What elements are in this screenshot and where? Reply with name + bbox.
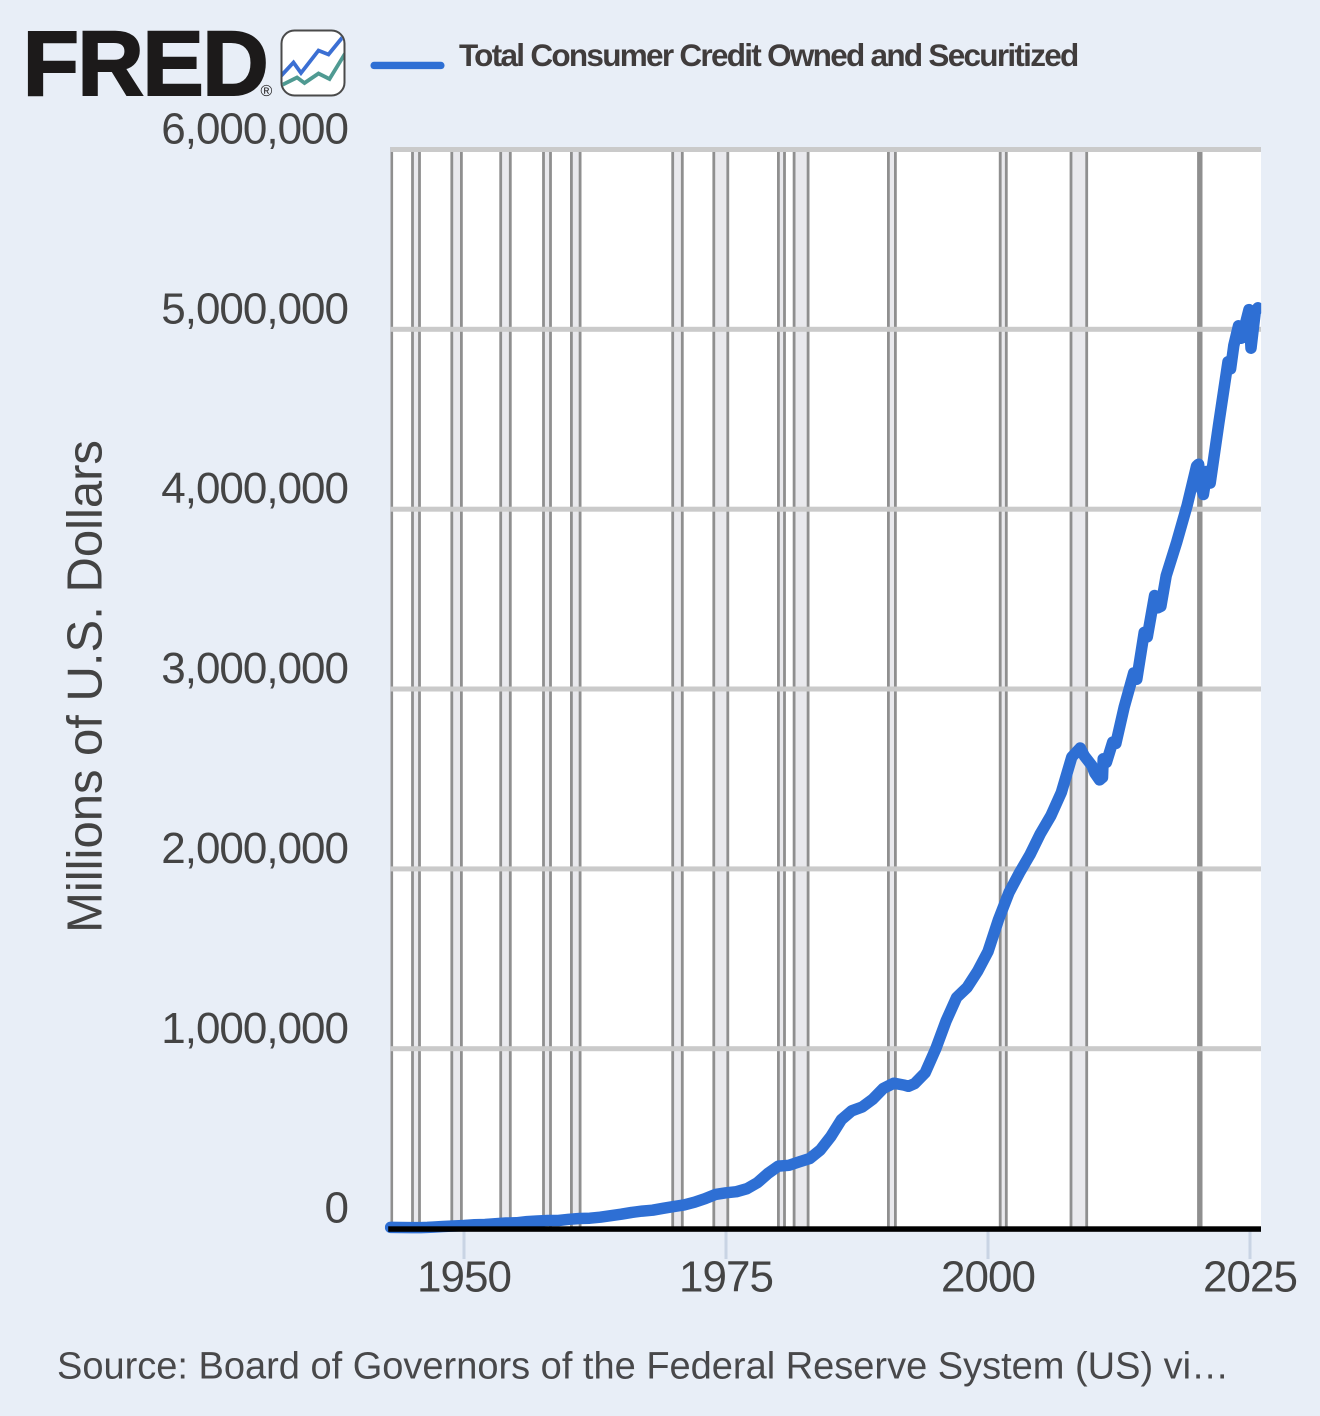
svg-text:4,000,000: 4,000,000 (161, 464, 348, 513)
svg-text:2,000,000: 2,000,000 (161, 824, 348, 873)
svg-text:FRED: FRED (23, 13, 267, 115)
svg-text:1975: 1975 (679, 1253, 773, 1302)
svg-text:0: 0 (325, 1184, 348, 1233)
svg-text:Millions of U.S. Dollars: Millions of U.S. Dollars (59, 440, 113, 933)
svg-text:5,000,000: 5,000,000 (161, 284, 348, 333)
svg-text:3,000,000: 3,000,000 (161, 644, 348, 693)
svg-text:6,000,000: 6,000,000 (161, 105, 348, 154)
svg-text:Source: Board of Governors of: Source: Board of Governors of the Federa… (57, 1346, 1229, 1388)
svg-text:®: ® (261, 83, 273, 100)
svg-text:2000: 2000 (941, 1253, 1035, 1302)
svg-text:2025: 2025 (1203, 1253, 1297, 1302)
svg-text:1,000,000: 1,000,000 (161, 1004, 348, 1053)
svg-text:Total Consumer Credit Owned an: Total Consumer Credit Owned and Securiti… (459, 37, 1078, 73)
svg-text:1950: 1950 (417, 1253, 511, 1302)
